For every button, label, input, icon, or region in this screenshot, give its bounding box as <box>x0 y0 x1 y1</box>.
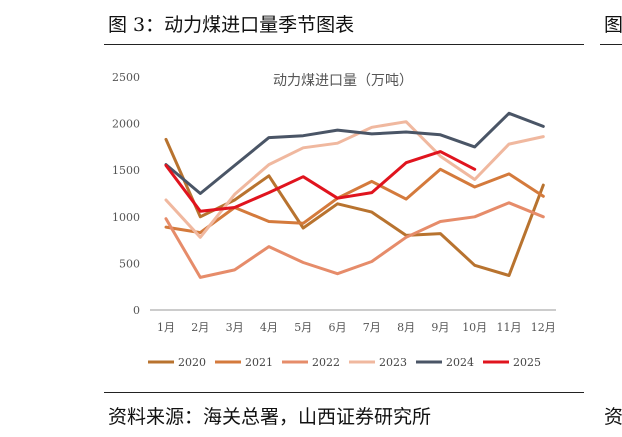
x-tick-label: 1月 <box>157 321 175 334</box>
title-divider <box>104 44 584 45</box>
series-lines <box>164 111 545 279</box>
x-tick-label: 3月 <box>226 321 244 334</box>
y-tick-label: 1000 <box>112 211 140 224</box>
x-tick-label: 5月 <box>294 321 312 334</box>
x-tick-label: 4月 <box>260 321 278 334</box>
x-axis-labels: 1月 2月 3月 4月 5月 6月 7月 8月 9月 10月 11月 12月 <box>157 321 556 334</box>
x-tick-label: 11月 <box>497 321 522 334</box>
series-line-2021 <box>164 167 545 235</box>
series-line-2023 <box>164 120 545 239</box>
legend-label-2020: 2020 <box>178 356 206 369</box>
x-tick-label: 12月 <box>531 321 556 334</box>
series-line-2024 <box>164 111 545 195</box>
x-tick-label: 2月 <box>191 321 209 334</box>
y-tick-label: 0 <box>133 304 140 317</box>
x-tick-label: 7月 <box>363 321 381 334</box>
y-axis-labels: 0 500 1000 1500 2000 2500 <box>112 71 140 317</box>
y-tick-label: 1500 <box>112 164 140 177</box>
chart-title: 动力煤进口量（万吨） <box>273 73 413 89</box>
x-tick-label: 10月 <box>462 321 487 334</box>
series-line-2025 <box>164 150 477 213</box>
legend-label-2021: 2021 <box>245 356 273 369</box>
adjacent-figure-title-fragment: 图 <box>604 14 622 36</box>
y-tick-label: 500 <box>119 257 140 270</box>
adjacent-figure-divider <box>600 44 622 45</box>
source-divider <box>104 392 584 393</box>
x-tick-label: 6月 <box>329 321 347 334</box>
x-tick-label: 9月 <box>431 321 449 334</box>
adjacent-figure-source-fragment: 资 <box>604 406 622 428</box>
figure-source: 资料来源：海关总署，山西证券研究所 <box>108 406 432 428</box>
legend-label-2022: 2022 <box>312 356 340 369</box>
series-line-2022 <box>164 201 545 279</box>
legend-label-2024: 2024 <box>446 356 474 369</box>
figure-title: 图 3：动力煤进口量季节图表 <box>108 14 355 36</box>
legend: 2020 2021 2022 2023 2024 2025 <box>148 356 541 369</box>
legend-label-2023: 2023 <box>379 356 407 369</box>
x-tick-label: 8月 <box>397 321 415 334</box>
y-tick-label: 2500 <box>112 71 140 84</box>
legend-label-2025: 2025 <box>513 356 541 369</box>
y-tick-label: 2000 <box>112 118 140 131</box>
